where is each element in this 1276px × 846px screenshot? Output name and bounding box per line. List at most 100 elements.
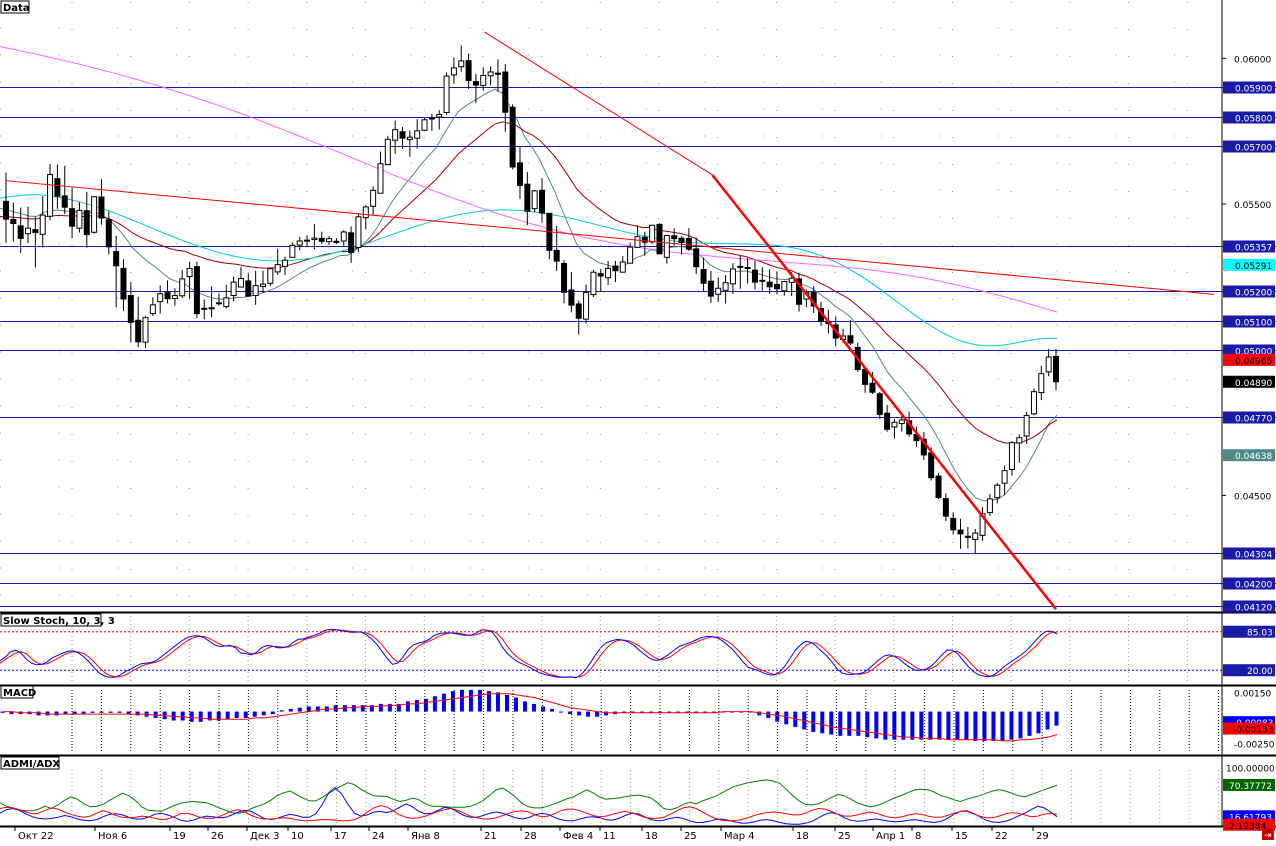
candle-body[interactable]	[3, 200, 9, 220]
candle-body[interactable]	[876, 393, 883, 415]
candle-body[interactable]	[135, 319, 142, 343]
macd-panel[interactable]	[0, 689, 1220, 752]
candle-body[interactable]	[634, 236, 641, 248]
candle-body[interactable]	[223, 297, 230, 308]
candle-body[interactable]	[1023, 415, 1030, 437]
candle-body[interactable]	[751, 269, 758, 283]
candle-body[interactable]	[568, 289, 575, 306]
candle-body[interactable]	[47, 174, 54, 217]
candle-body[interactable]	[935, 475, 942, 498]
candle-body[interactable]	[91, 196, 98, 233]
candle-body[interactable]	[487, 71, 494, 77]
candle-body[interactable]	[208, 307, 215, 310]
candle-body[interactable]	[355, 216, 362, 248]
candle-body[interactable]	[678, 237, 685, 243]
candle-body[interactable]	[54, 178, 61, 197]
candle-body[interactable]	[502, 71, 509, 113]
trendline[interactable]	[711, 174, 1057, 610]
candle-body[interactable]	[282, 259, 289, 267]
candle-body[interactable]	[597, 273, 604, 277]
candle-body[interactable]	[318, 237, 325, 242]
candle-body[interactable]	[171, 295, 178, 299]
candle-body[interactable]	[458, 60, 465, 68]
candle-body[interactable]	[1030, 391, 1037, 415]
candle-body[interactable]	[450, 67, 457, 76]
candle-body[interactable]	[274, 264, 281, 273]
candle-body[interactable]	[98, 196, 105, 219]
candle-body[interactable]	[994, 484, 1001, 499]
candle-body[interactable]	[193, 266, 200, 315]
candle-body[interactable]	[230, 281, 237, 297]
candle-body[interactable]	[113, 251, 120, 267]
candle-body[interactable]	[649, 224, 656, 243]
candle-body[interactable]	[509, 106, 516, 168]
candle-body[interactable]	[201, 307, 208, 310]
candle-body[interactable]	[39, 214, 46, 235]
candle-body[interactable]	[480, 74, 487, 86]
candle-body[interactable]	[884, 412, 891, 430]
candle-body[interactable]	[164, 292, 171, 300]
candle-body[interactable]	[627, 246, 634, 264]
candle-body[interactable]	[898, 419, 905, 424]
scroll-corner[interactable]: ⇥	[1262, 829, 1274, 841]
candle-body[interactable]	[61, 195, 68, 208]
candle-body[interactable]	[179, 278, 186, 297]
candle-body[interactable]	[612, 265, 619, 272]
candle-body[interactable]	[186, 267, 193, 278]
candle-body[interactable]	[619, 261, 626, 273]
candle-body[interactable]	[531, 190, 538, 210]
candle-body[interactable]	[847, 335, 854, 344]
candle-body[interactable]	[10, 218, 17, 225]
candle-body[interactable]	[252, 285, 259, 297]
candle-body[interactable]	[32, 229, 39, 234]
candle-body[interactable]	[83, 210, 90, 236]
trendline[interactable]	[5, 180, 1215, 295]
candle-body[interactable]	[443, 75, 450, 113]
candle-body[interactable]	[796, 278, 803, 305]
candle-body[interactable]	[773, 283, 780, 290]
candle-body[interactable]	[524, 183, 531, 212]
candle-body[interactable]	[340, 231, 347, 242]
candle-body[interactable]	[539, 189, 546, 214]
candle-body[interactable]	[348, 232, 355, 253]
candle-body[interactable]	[957, 529, 964, 535]
stochastic-panel[interactable]	[0, 616, 1222, 684]
candle-body[interactable]	[707, 280, 714, 297]
candle-body[interactable]	[237, 278, 244, 288]
candle-body[interactable]	[759, 279, 766, 282]
candle-body[interactable]	[766, 281, 773, 288]
candle-body[interactable]	[392, 129, 399, 141]
candle-body[interactable]	[553, 249, 560, 262]
candle-body[interactable]	[69, 208, 76, 227]
candle-body[interactable]	[436, 114, 443, 118]
candle-body[interactable]	[964, 535, 971, 538]
candle-body[interactable]	[414, 130, 421, 139]
candle-body[interactable]	[729, 268, 736, 285]
candle-body[interactable]	[428, 117, 435, 120]
candle-body[interactable]	[979, 513, 986, 536]
candle-body[interactable]	[590, 271, 597, 296]
candle-body[interactable]	[781, 281, 788, 292]
candle-body[interactable]	[296, 240, 303, 246]
candle-body[interactable]	[142, 317, 149, 343]
candle-body[interactable]	[1001, 470, 1008, 484]
candle-body[interactable]	[465, 60, 472, 81]
candle-body[interactable]	[1016, 437, 1023, 444]
candle-body[interactable]	[561, 262, 568, 293]
candle-body[interactable]	[671, 235, 678, 240]
candle-body[interactable]	[421, 119, 428, 131]
candle-body[interactable]	[663, 234, 670, 258]
candle-body[interactable]	[333, 240, 340, 243]
candle-body[interactable]	[406, 136, 413, 141]
candle-body[interactable]	[575, 303, 582, 319]
adx-panel[interactable]	[0, 770, 1220, 825]
candle-body[interactable]	[1038, 373, 1045, 394]
candle-body[interactable]	[215, 302, 222, 305]
candle-body[interactable]	[700, 269, 707, 284]
candle-body[interactable]	[157, 293, 164, 303]
candle-body[interactable]	[362, 206, 369, 219]
candle-body[interactable]	[1045, 356, 1052, 373]
candle-body[interactable]	[370, 189, 377, 207]
trendline[interactable]	[484, 31, 713, 176]
